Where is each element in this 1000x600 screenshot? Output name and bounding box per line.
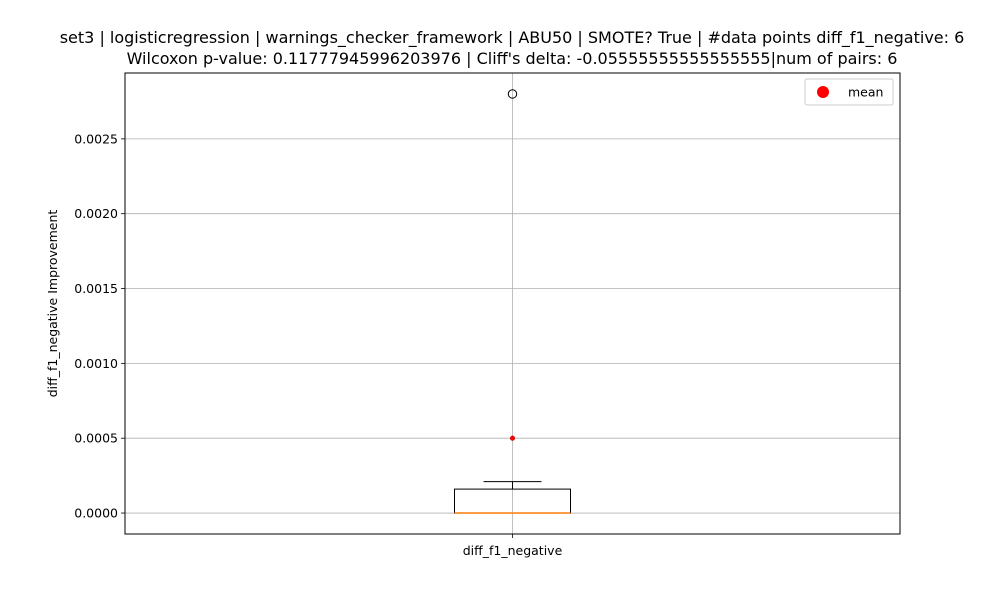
y-tick-label: 0.0000: [74, 506, 118, 521]
outlier-point: [507, 89, 518, 99]
y-tick-label: 0.0010: [74, 356, 118, 371]
y-axis-label: diff_f1_negative Improvement: [45, 210, 60, 398]
x-tick-label: diff_f1_negative: [463, 543, 563, 558]
chart-title-line-2: Wilcoxon p-value: 0.11777945996203976 | …: [127, 49, 898, 68]
grid-lines: [125, 73, 900, 534]
y-axis-ticks: 0.0000 0.0005 0.0010 0.0015 0.0020 0.0025: [74, 131, 125, 521]
chart-title-line-1: set3 | logisticregression | warnings_che…: [60, 28, 965, 48]
y-tick-label: 0.0015: [74, 281, 118, 296]
y-tick-label: 0.0025: [74, 131, 118, 146]
mean-point: [509, 435, 516, 441]
y-tick-label: 0.0020: [74, 206, 118, 221]
y-tick-label: 0.0005: [74, 431, 118, 446]
legend-frame: [804, 78, 894, 106]
legend: mean: [804, 78, 894, 106]
plot-marks: [454, 89, 571, 514]
x-axis-ticks: diff_f1_negative: [463, 534, 563, 558]
legend-mean-label: mean: [848, 85, 883, 100]
legend-mean-marker: [817, 86, 829, 98]
